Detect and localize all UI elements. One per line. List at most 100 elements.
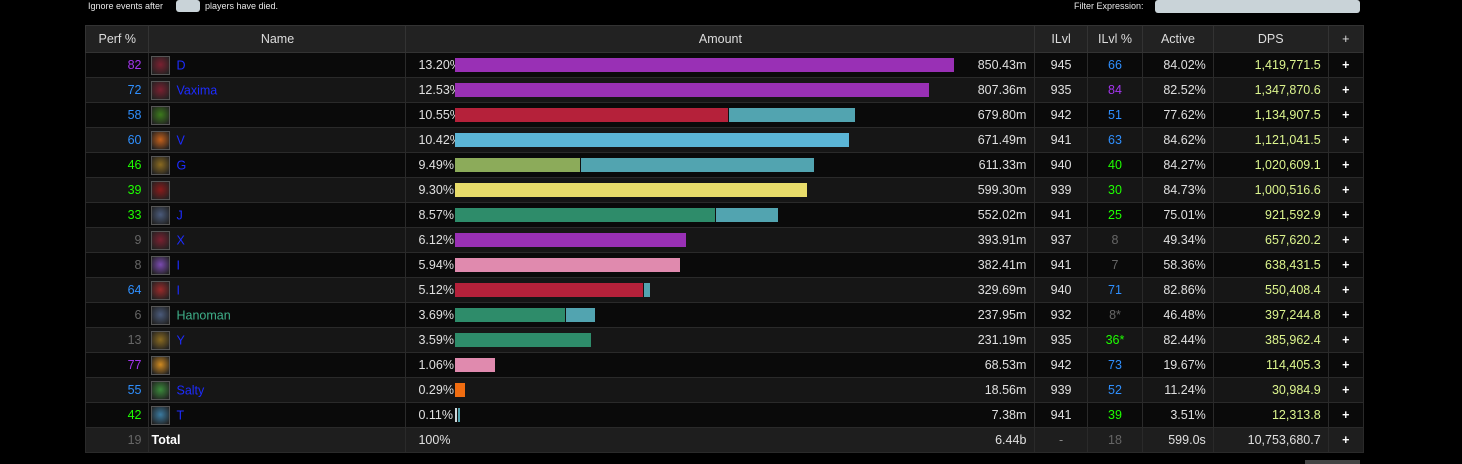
perf-cell: 8 [84,252,150,278]
header-perf[interactable]: Perf % [84,25,150,53]
amount-percent: 9.49% [418,158,454,172]
player-name-link[interactable]: I [176,283,180,297]
active-cell: 84.02% [1142,52,1214,78]
header-amount[interactable]: Amount [405,25,1036,53]
player-name-link[interactable]: Salty [176,383,205,397]
header-dps[interactable]: DPS [1212,25,1329,53]
dps-cell: 385,962.4 [1212,327,1329,353]
paladin-icon [151,355,171,375]
expand-row-button[interactable]: + [1327,77,1365,103]
expand-row-button[interactable]: + [1327,277,1365,303]
table-row[interactable]: 58 10.55% 679.80m 942 51 77.62% 1,134,907.5 + [84,102,1365,128]
ilvl-percent-cell: 8* [1086,302,1144,328]
expand-row-button[interactable]: + [1327,302,1365,328]
expand-row-button[interactable]: + [1327,227,1365,253]
player-name-link[interactable]: Y [176,333,185,347]
amount-cell: 5.12% 329.69m [405,277,1036,303]
ilvl-cell: 941 [1034,402,1088,428]
expand-row-button[interactable]: + [1327,52,1365,78]
name-cell[interactable] [148,102,407,128]
player-name-link[interactable]: I [176,258,180,272]
amount-percent: 1.06% [418,358,454,372]
amount-bar-segment [457,408,461,422]
header-ilvl-pct[interactable]: ILvl % [1086,25,1144,53]
name-cell[interactable]: I [148,252,407,278]
name-cell[interactable]: J [148,202,407,228]
name-cell[interactable]: Vaxima [148,77,407,103]
amount-bar-segment [455,283,644,297]
expand-row-button[interactable]: + [1327,252,1365,278]
active-cell: 82.44% [1142,327,1214,353]
table-row[interactable]: 55 Salty 0.29% 18.56m 939 52 11.24% 30,984.9 + [84,377,1365,403]
name-cell[interactable]: D [148,52,407,78]
amount-percent: 5.12% [418,283,454,297]
table-row[interactable]: 64 I 5.12% 329.69m 940 71 82.86% 550,408.4 + [84,277,1365,303]
player-name-link[interactable]: V [176,133,185,147]
player-name-link[interactable]: Hanoman [176,308,231,322]
player-name-link[interactable]: J [176,208,183,222]
amount-value: 599.30m [977,183,1027,197]
table-row[interactable]: 39 9.30% 599.30m 939 30 84.73% 1,000,516.6 + [84,177,1365,203]
expand-row-button[interactable]: + [1327,352,1365,378]
name-cell[interactable]: Salty [148,377,407,403]
total-active: 599.0s [1142,427,1214,453]
table-row[interactable]: 6 Hanoman 3.69% 237.95m 932 8* 46.48% 397,244.8… [84,302,1365,328]
table-row[interactable]: 13 Y 3.59% 231.19m 935 36* 82.44% 385,962.4 + [84,327,1365,353]
amount-cell: 1.06% 68.53m [405,352,1036,378]
amount-value: 671.49m [977,133,1027,147]
expand-row-button[interactable]: + [1327,327,1365,353]
expand-total-button[interactable]: + [1327,427,1365,453]
name-cell[interactable]: G [148,152,407,178]
name-cell[interactable]: I [148,277,407,303]
table-row[interactable]: 77 1.06% 68.53m 942 73 19.67% 114,405.3 + [84,352,1365,378]
name-cell[interactable] [148,177,407,203]
name-cell[interactable]: X [148,227,407,253]
amount-percent: 3.69% [418,308,454,322]
dps-cell: 550,408.4 [1212,277,1329,303]
ilvl-percent-cell: 30 [1086,177,1144,203]
expand-row-button[interactable]: + [1327,177,1365,203]
name-cell[interactable]: V [148,127,407,153]
expand-row-button[interactable]: + [1327,102,1365,128]
amount-value: 329.69m [977,283,1027,297]
player-name-link[interactable]: D [176,58,186,72]
dps-cell: 1,419,771.5 [1212,52,1329,78]
amount-percent: 5.94% [418,258,454,272]
expand-row-button[interactable]: + [1327,202,1365,228]
amount-percent: 8.57% [418,208,454,222]
expand-row-button[interactable]: + [1327,377,1365,403]
table-row[interactable]: 33 J 8.57% 552.02m 941 25 75.01% 921,592.9 + [84,202,1365,228]
table-row[interactable]: 8 I 5.94% 382.41m 941 7 58.36% 638,431.5 + [84,252,1365,278]
expand-row-button[interactable]: + [1327,127,1365,153]
filter-expression-input[interactable] [1155,0,1360,13]
player-name-link[interactable]: G [176,158,187,172]
name-cell[interactable]: Hanoman [148,302,407,328]
table-row[interactable]: 82 D 13.20% 850.43m 945 66 84.02% 1,419,771.5 + [84,52,1365,78]
druid-icon [151,380,171,400]
ignore-deaths-input[interactable] [176,0,200,12]
name-cell[interactable]: Y [148,327,407,353]
amount-bar-segment [455,158,581,172]
ilvl-percent-cell: 71 [1086,277,1144,303]
header-add-column-button[interactable]: + [1327,25,1365,53]
table-row[interactable]: 46 G 9.49% 611.33m 940 40 84.27% 1,020,609.1 + [84,152,1365,178]
table-row[interactable]: 72 Vaxima 12.53% 807.36m 935 84 82.52% 1,347,87… [84,77,1365,103]
active-cell: 3.51% [1142,402,1214,428]
expand-row-button[interactable]: + [1327,152,1365,178]
player-name-link[interactable]: Vaxima [176,83,218,97]
player-name-link[interactable]: T [176,408,185,422]
player-name-link[interactable]: X [176,233,185,247]
total-ilvl-percent: 18 [1086,427,1144,453]
amount-bar-segment [580,158,815,172]
header-ilvl[interactable]: ILvl [1034,25,1088,53]
perf-cell: 72 [84,77,150,103]
table-row[interactable]: 42 T 0.11% 7.38m 941 39 3.51% 12,313.8 + [84,402,1365,428]
horizontal-scrollbar[interactable] [1305,460,1360,464]
table-row[interactable]: 9 X 6.12% 393.91m 937 8 49.34% 657,620.2 + [84,227,1365,253]
header-name[interactable]: Name [148,25,407,53]
name-cell[interactable]: T [148,402,407,428]
expand-row-button[interactable]: + [1327,402,1365,428]
table-row[interactable]: 60 V 10.42% 671.49m 941 63 84.62% 1,121,041.5 + [84,127,1365,153]
name-cell[interactable] [148,352,407,378]
header-active[interactable]: Active [1142,25,1214,53]
